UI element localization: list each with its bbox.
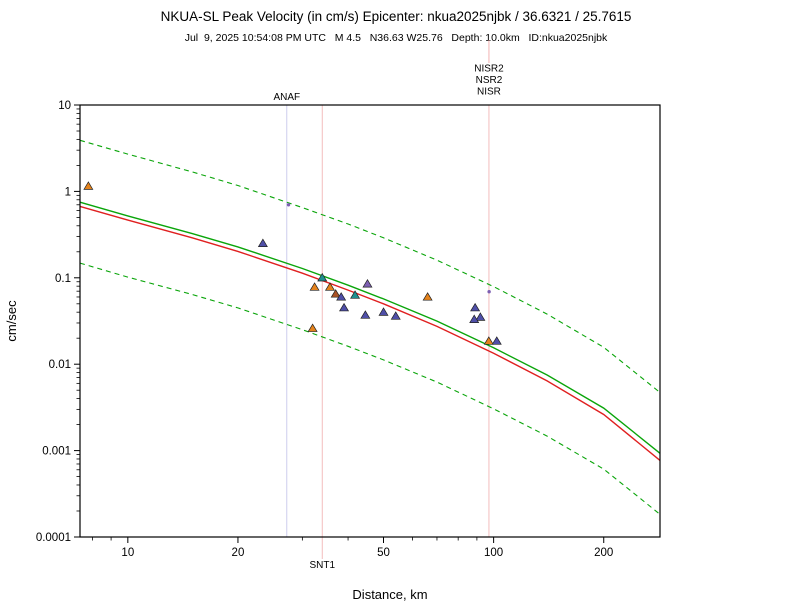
curve-lower-bound-dashed bbox=[79, 262, 661, 515]
data-point-triangle bbox=[317, 272, 328, 282]
data-point-triangle bbox=[360, 310, 371, 319]
x-tick-label: 20 bbox=[232, 547, 245, 559]
data-point-triangle bbox=[483, 336, 494, 345]
data-point-triangle bbox=[307, 323, 318, 332]
x-tick-label: 200 bbox=[594, 547, 613, 559]
y-tick-label: 0.0001 bbox=[36, 532, 71, 544]
chart-title: NKUA-SL Peak Velocity (in cm/s) Epicente… bbox=[161, 9, 632, 24]
data-point-triangle bbox=[309, 282, 320, 291]
y-tick-label: 1 bbox=[65, 186, 71, 198]
chart-subtitle: Jul 9, 2025 10:54:08 PM UTC M 4.5 N36.63… bbox=[185, 32, 608, 44]
axes-layer: 10 20 50 100 200 10 1 0.1 0.01 0.001 0.0001 bbox=[36, 100, 661, 559]
data-point-triangle bbox=[336, 292, 347, 301]
station-label-nsr2: NSR2 bbox=[476, 75, 503, 86]
y-tick-label: 10 bbox=[58, 100, 71, 112]
data-point-triangle bbox=[469, 314, 480, 323]
data-point-triangle bbox=[491, 336, 502, 345]
curve-median-green bbox=[79, 201, 661, 454]
station-label-nisr2: NISR2 bbox=[474, 63, 504, 74]
curve-upper-bound-dashed bbox=[79, 139, 661, 393]
plot-frame bbox=[79, 104, 661, 538]
x-tick-label: 10 bbox=[121, 547, 134, 559]
station-label-anaf: ANAF bbox=[273, 92, 300, 103]
scatter-points-layer bbox=[83, 181, 502, 345]
data-point-triangle bbox=[378, 307, 389, 316]
gmpe-curves-layer bbox=[79, 139, 661, 515]
data-point-triangle bbox=[339, 302, 350, 312]
data-point-triangle bbox=[422, 292, 433, 301]
data-point-triangle bbox=[470, 302, 481, 312]
data-point-dot bbox=[487, 290, 491, 294]
data-point-triangle bbox=[390, 311, 401, 320]
data-point-triangle bbox=[350, 290, 361, 299]
x-axis-label: Distance, km bbox=[352, 587, 427, 602]
data-point-triangle bbox=[83, 181, 94, 190]
y-axis-label: cm/sec bbox=[4, 300, 19, 342]
data-point-dot bbox=[286, 203, 291, 207]
data-point-triangle bbox=[257, 238, 268, 247]
y-tick-label: 0.01 bbox=[49, 359, 71, 371]
data-point-triangle bbox=[330, 289, 341, 298]
x-tick-label: 50 bbox=[377, 547, 390, 559]
y-tick-label: 0.1 bbox=[55, 273, 71, 285]
station-label-snt1: SNT1 bbox=[309, 560, 335, 571]
y-tick-label: 0.001 bbox=[42, 446, 71, 458]
curve-median-red bbox=[79, 205, 661, 461]
data-point-triangle bbox=[362, 279, 373, 288]
data-point-triangle bbox=[324, 282, 336, 291]
x-tick-label: 100 bbox=[484, 547, 503, 559]
station-label-nisr: NISR bbox=[477, 86, 501, 97]
data-point-triangle bbox=[475, 312, 486, 321]
